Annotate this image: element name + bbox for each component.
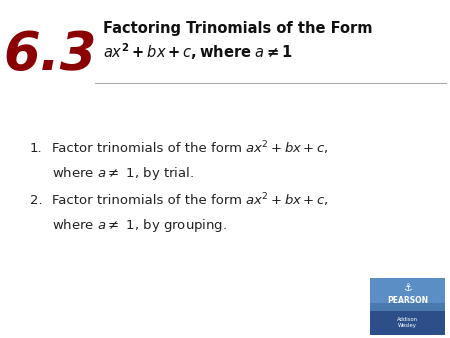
Bar xyxy=(370,303,445,311)
Bar xyxy=(370,278,445,335)
Text: $\mathit{ax}^2 + \mathit{bx} + \mathit{c}$,: $\mathit{ax}^2 + \mathit{bx} + \mathit{c… xyxy=(245,139,329,157)
Text: 1.: 1. xyxy=(30,142,43,154)
Text: PEARSON: PEARSON xyxy=(387,296,428,305)
Text: $\mathbf{\mathit{ax}^2 + \mathit{bx} + \mathit{c}}\mathbf{, where\ \mathit{a} \n: $\mathbf{\mathit{ax}^2 + \mathit{bx} + \… xyxy=(103,42,293,62)
Bar xyxy=(370,311,445,335)
Text: where $\mathit{a} \neq$ 1, by grouping.: where $\mathit{a} \neq$ 1, by grouping. xyxy=(52,217,227,234)
Text: 2.: 2. xyxy=(30,193,43,207)
Text: ⚓: ⚓ xyxy=(403,283,412,293)
Text: Factor trinomials of the form: Factor trinomials of the form xyxy=(52,193,246,207)
Text: where $\mathit{a} \neq$ 1, by trial.: where $\mathit{a} \neq$ 1, by trial. xyxy=(52,165,194,182)
Text: $\mathit{ax}^2 + \mathit{bx} + \mathit{c}$,: $\mathit{ax}^2 + \mathit{bx} + \mathit{c… xyxy=(245,191,329,209)
Text: Factoring Trinomials of the Form: Factoring Trinomials of the Form xyxy=(103,21,373,35)
Text: 6.3: 6.3 xyxy=(3,29,97,81)
Text: Addison
Wesley: Addison Wesley xyxy=(397,317,418,328)
Text: Factor trinomials of the form: Factor trinomials of the form xyxy=(52,142,246,154)
